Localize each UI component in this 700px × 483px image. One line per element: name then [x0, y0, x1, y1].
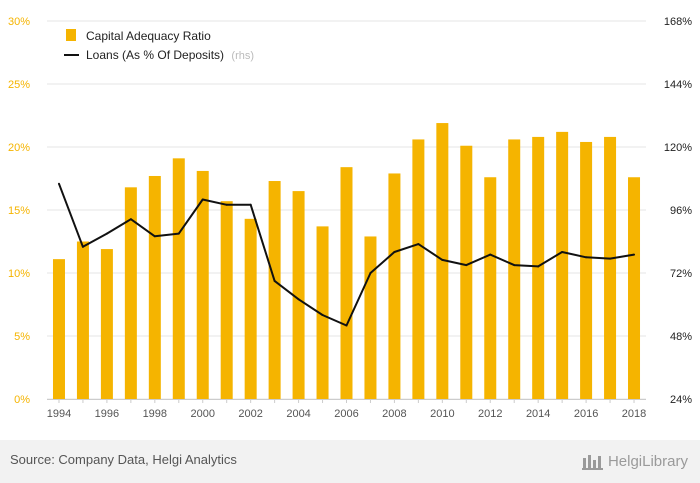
legend-label-capital-adequacy: Capital Adequacy Ratio [86, 29, 211, 43]
bar-2005 [316, 226, 329, 399]
bar-1994 [52, 259, 65, 399]
line-point-2006 [345, 324, 348, 327]
legend-swatch-capital-adequacy [66, 29, 76, 41]
brand-logo: HelgiLibrary [581, 449, 688, 473]
bar-2002 [244, 218, 257, 399]
line-point-1997 [129, 218, 132, 221]
bar-2000 [196, 170, 209, 399]
line-point-2015 [561, 251, 564, 253]
footer: Source: Company Data, Helgi Analytics He… [0, 440, 700, 483]
bar-2012 [484, 177, 497, 399]
chart: 0% 24% 5% 48% 10% 72% 15% 96% 20% 120% 25% 144% 30% 1… [8, 16, 692, 420]
y-right-tick-label: 144% [664, 79, 692, 91]
line-point-1998 [153, 235, 156, 238]
bar-2018 [628, 177, 641, 399]
x-tick-label: 1998 [143, 408, 167, 420]
line-point-2018 [633, 253, 636, 256]
x-tick-label: 2014 [526, 408, 550, 420]
line-point-1994 [57, 182, 60, 185]
bar-1999 [172, 158, 185, 399]
line-point-2007 [369, 272, 372, 274]
bar-2008 [388, 173, 401, 399]
x-tick-label: 1996 [95, 408, 119, 420]
y-left-tick-label: 10% [8, 268, 30, 280]
line-point-2005 [321, 314, 324, 316]
x-tick-label: 2006 [334, 408, 358, 420]
legend-label-loans-name: Loans (As % Of Deposits) [86, 48, 224, 62]
y-left-tick-label: 5% [14, 331, 30, 343]
y-left-tick-label: 0% [14, 394, 30, 406]
brand-name: HelgiLibrary [607, 452, 688, 470]
bar-2010 [436, 123, 449, 399]
line-point-1999 [177, 232, 180, 235]
bar-2017 [604, 136, 617, 400]
line-point-2002 [249, 203, 252, 206]
y-right-tick-label: 48% [670, 331, 692, 343]
line-point-2001 [225, 203, 228, 206]
y-left-tick-label: 30% [8, 16, 30, 28]
bar-2014 [532, 136, 545, 400]
bar-2001 [220, 201, 233, 399]
library-icon [581, 455, 603, 470]
y-left-tick-label: 20% [8, 142, 30, 154]
line-point-1995 [81, 245, 84, 248]
source-note: Source: Company Data, Helgi Analytics [10, 452, 237, 467]
bar-1995 [76, 241, 89, 399]
bar-2015 [556, 131, 569, 399]
line-point-2012 [489, 253, 492, 256]
line-point-2010 [441, 258, 444, 261]
line-point-2003 [273, 279, 276, 282]
line-point-2014 [537, 265, 540, 268]
x-tick-label: 2010 [430, 408, 454, 420]
line-point-2017 [609, 257, 612, 260]
y-right-tick-label: 168% [664, 16, 692, 28]
bar-2007 [364, 236, 377, 399]
x-tick-label: 2004 [286, 408, 310, 420]
y-right-tick-label: 96% [670, 205, 692, 217]
line-point-2011 [465, 264, 468, 267]
line-point-2016 [585, 256, 588, 259]
line-point-2013 [513, 264, 516, 267]
line-point-2008 [393, 251, 396, 253]
y-left-tick-label: 25% [8, 79, 30, 91]
bar-2016 [580, 141, 593, 399]
y-right-tick-label: 120% [664, 142, 692, 154]
line-point-2004 [297, 298, 300, 301]
x-tick-label: 2002 [238, 408, 262, 420]
bar-2004 [292, 191, 305, 399]
x-tick-label: 2008 [382, 408, 406, 420]
x-tick-label: 2012 [478, 408, 502, 420]
y-right-tick-label: 24% [670, 394, 692, 406]
line-point-1996 [105, 232, 108, 235]
x-tick-label: 1994 [47, 408, 71, 420]
axes: 0% 24% 5% 48% 10% 72% 15% 96% 20% 120% 25% 144% 30% 1… [8, 16, 692, 420]
legend-label-loans-note: (rhs) [231, 50, 254, 62]
y-left-tick-label: 15% [8, 205, 30, 217]
line-series [57, 182, 636, 327]
bar-2003 [268, 181, 281, 399]
bar-1998 [148, 175, 161, 399]
bar-2011 [460, 145, 473, 399]
bar-series [52, 123, 641, 400]
bar-2006 [340, 167, 353, 399]
x-tick-label: 2016 [574, 408, 598, 420]
x-tick-label: 2000 [190, 408, 214, 420]
legend: Capital Adequacy Ratio Loans (As % Of De… [64, 29, 254, 62]
line-point-2000 [201, 198, 204, 201]
legend-label-loans: Loans (As % Of Deposits) (rhs) [86, 48, 254, 62]
bar-1996 [100, 249, 113, 399]
bar-1997 [124, 187, 137, 399]
bar-2009 [412, 139, 425, 399]
bar-2013 [508, 139, 521, 399]
x-tick-label: 2018 [622, 408, 646, 420]
line-point-2009 [417, 243, 420, 246]
y-right-tick-label: 72% [670, 268, 692, 280]
